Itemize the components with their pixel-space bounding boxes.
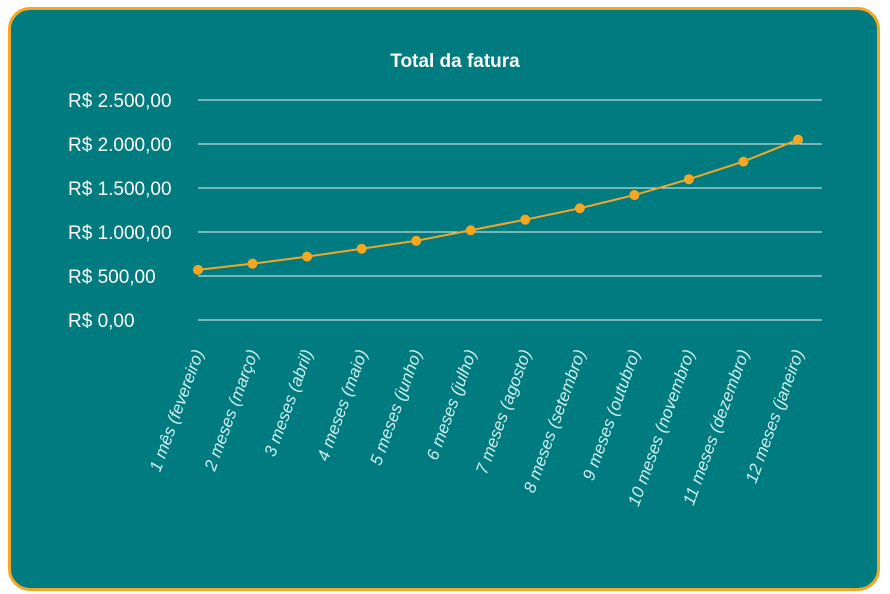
x-tick-label: 12 meses (janeiro) bbox=[742, 347, 808, 486]
y-tick-label: R$ 2.000,00 bbox=[68, 135, 172, 156]
data-points bbox=[193, 134, 803, 275]
x-tick-label: 3 meses (abril) bbox=[261, 347, 317, 459]
y-tick-label: R$ 1.000,00 bbox=[68, 223, 172, 244]
gridlines bbox=[198, 99, 822, 321]
data-point bbox=[520, 214, 531, 225]
data-point bbox=[247, 258, 258, 269]
x-axis-ticks: 1 mês (fevereiro)2 meses (março)3 meses … bbox=[146, 347, 808, 509]
data-point bbox=[193, 264, 203, 275]
y-tick-label: R$ 1.500,00 bbox=[68, 179, 172, 200]
y-tick-label: R$ 2.500,00 bbox=[68, 91, 172, 112]
x-tick-label: 6 meses (julho) bbox=[423, 347, 481, 463]
y-tick-label: R$ 0,00 bbox=[68, 311, 135, 332]
data-point bbox=[302, 251, 313, 262]
y-tick-label: R$ 500,00 bbox=[68, 267, 156, 288]
x-tick-label: 2 meses (março) bbox=[200, 347, 262, 474]
series-line bbox=[197, 138, 799, 271]
data-point bbox=[356, 243, 367, 254]
x-tick-label: 7 meses (agosto) bbox=[472, 347, 535, 477]
x-tick-label: 4 meses (maio) bbox=[313, 347, 371, 464]
chart-title: Total da fatura bbox=[390, 51, 520, 72]
x-tick-label: 5 meses (junho) bbox=[366, 347, 426, 468]
chart-card bbox=[8, 7, 880, 591]
y-axis-ticks: R$ 0,00 R$ 500,00 R$ 1.000,00 R$ 1.500,00 R$… bbox=[68, 91, 172, 332]
data-point bbox=[574, 203, 585, 214]
x-tick-label: 8 meses (setembro) bbox=[520, 347, 590, 496]
x-tick-label: 9 meses (outubro) bbox=[579, 347, 644, 483]
data-point bbox=[738, 156, 749, 167]
data-point bbox=[793, 134, 803, 145]
data-point bbox=[411, 235, 422, 246]
data-point bbox=[683, 174, 694, 185]
data-point bbox=[465, 225, 476, 236]
data-point bbox=[629, 190, 640, 201]
x-tick-label: 1 mês (fevereiro) bbox=[146, 347, 208, 474]
